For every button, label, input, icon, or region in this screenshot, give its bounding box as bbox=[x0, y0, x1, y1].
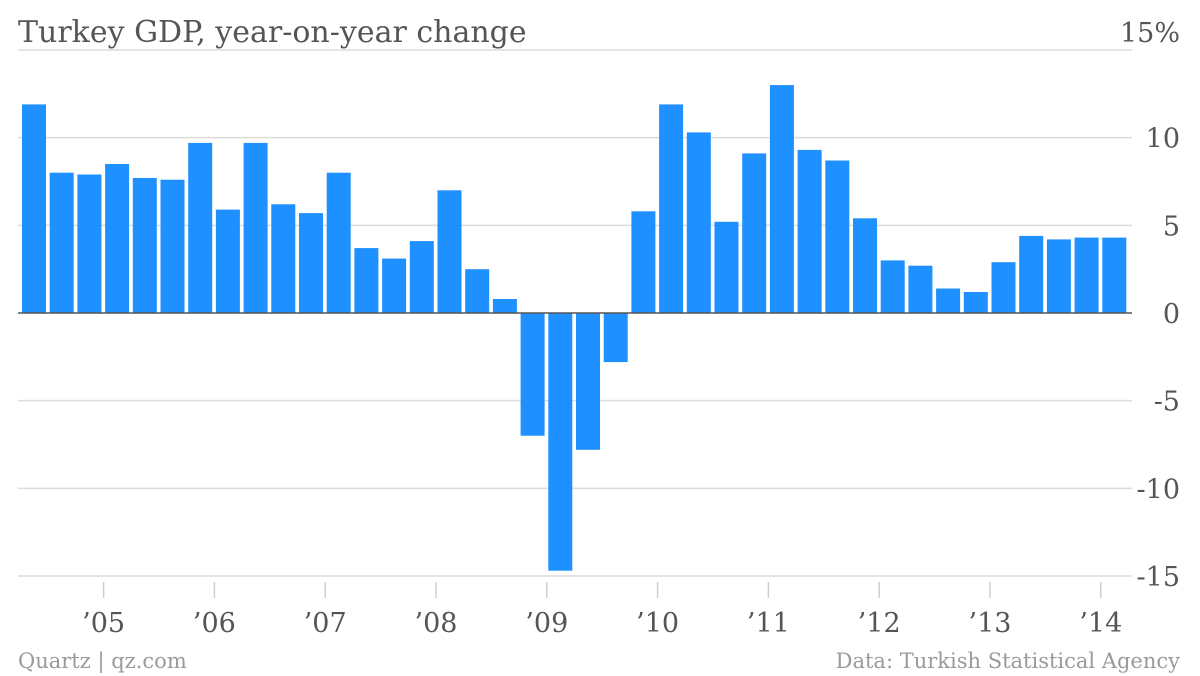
x-tick-label: ’09 bbox=[525, 608, 568, 639]
x-tick-label: ’14 bbox=[1079, 608, 1122, 639]
x-tick-label: ’13 bbox=[969, 608, 1012, 639]
x-tick-label: ’12 bbox=[858, 608, 901, 639]
bar bbox=[465, 269, 490, 313]
bar bbox=[215, 209, 240, 313]
bar bbox=[742, 153, 767, 313]
data-source: Data: Turkish Statistical Agency bbox=[836, 649, 1180, 673]
x-tick-label: ’11 bbox=[747, 608, 790, 639]
x-tick-label: ’08 bbox=[415, 608, 458, 639]
bar bbox=[132, 178, 157, 313]
y-tick-label: -10 bbox=[1137, 474, 1180, 505]
bar bbox=[908, 265, 933, 313]
bar bbox=[105, 164, 130, 313]
x-tick-label: ’10 bbox=[636, 608, 679, 639]
bar bbox=[437, 190, 462, 313]
bar bbox=[243, 142, 268, 313]
bar bbox=[520, 313, 545, 436]
x-tick-label: ’07 bbox=[304, 608, 347, 639]
bar bbox=[659, 104, 684, 314]
x-tick-label: ’05 bbox=[82, 608, 125, 639]
bar bbox=[714, 221, 739, 313]
bar bbox=[409, 241, 434, 313]
bars bbox=[22, 85, 1127, 571]
chart-title: Turkey GDP, year-on-year change bbox=[18, 15, 527, 50]
bar bbox=[326, 172, 351, 313]
bar bbox=[825, 160, 850, 313]
bar bbox=[880, 260, 905, 313]
bar bbox=[548, 313, 573, 571]
bar bbox=[22, 104, 46, 314]
bar bbox=[963, 292, 988, 313]
bar bbox=[797, 149, 822, 313]
y-tick-label: -5 bbox=[1154, 387, 1180, 418]
bar bbox=[299, 213, 323, 313]
y-tick-label: 0 bbox=[1163, 299, 1180, 330]
y-tick-label: 10 bbox=[1146, 124, 1180, 155]
y-tick-label: 15% bbox=[1120, 18, 1180, 49]
bar bbox=[631, 211, 656, 313]
bar bbox=[160, 179, 185, 313]
x-axis-labels: ’05 ’06 ’07 ’08 ’09 ’10 ’11 ’12 ’13 ’14 bbox=[82, 582, 1122, 639]
bar bbox=[1046, 239, 1071, 313]
bar bbox=[492, 299, 517, 313]
bar bbox=[382, 258, 407, 313]
y-axis-labels: 15% 10 5 0 -5 -10 -15 bbox=[1120, 18, 1180, 593]
x-tick-label: ’06 bbox=[193, 608, 236, 639]
source-credit: Quartz | qz.com bbox=[18, 649, 187, 674]
bar bbox=[686, 132, 711, 313]
bar bbox=[936, 288, 961, 313]
bar bbox=[991, 262, 1016, 313]
bar bbox=[354, 248, 379, 313]
bar bbox=[576, 313, 600, 450]
y-tick-label: -15 bbox=[1137, 562, 1180, 593]
bar bbox=[271, 204, 296, 313]
y-tick-label: 5 bbox=[1163, 211, 1180, 242]
bar bbox=[769, 85, 794, 313]
bar bbox=[1074, 237, 1099, 313]
bar bbox=[603, 313, 628, 363]
bar bbox=[188, 142, 213, 313]
bar bbox=[1019, 235, 1044, 313]
bar bbox=[77, 174, 102, 313]
bar bbox=[853, 218, 877, 313]
bar bbox=[49, 172, 74, 313]
bar bbox=[1102, 237, 1127, 313]
